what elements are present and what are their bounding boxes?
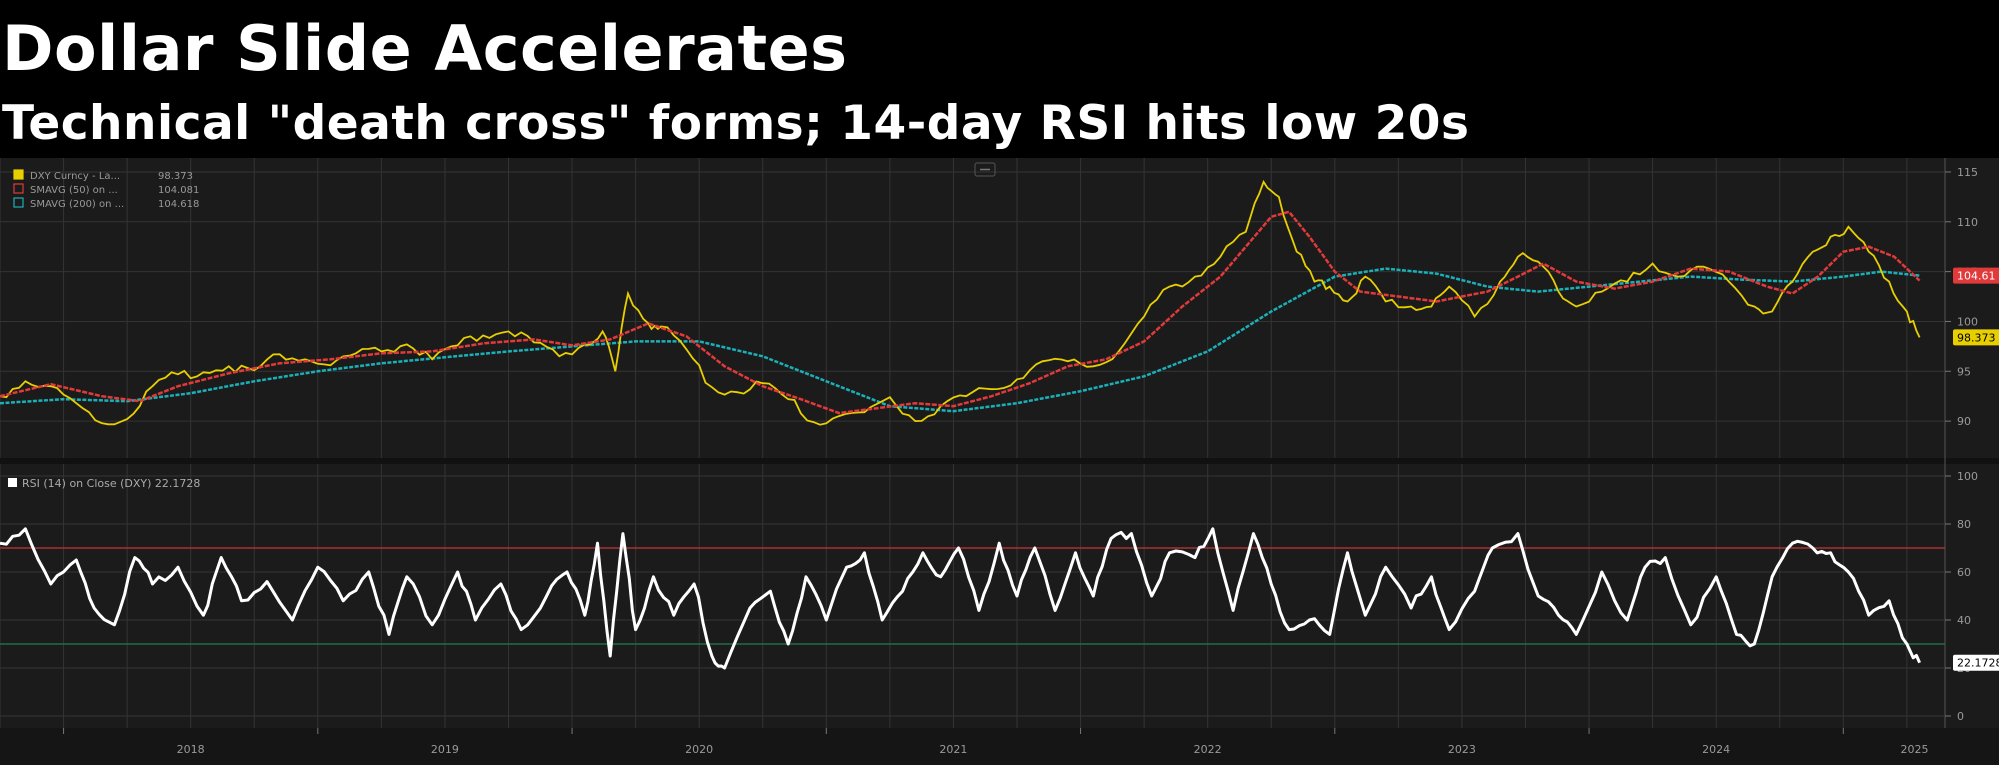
legend-label: SMAVG (50) on ...: [30, 185, 118, 196]
rsi-last-value-label-bg: [1953, 654, 1999, 671]
legend-label: SMAVG (200) on ...: [30, 199, 124, 210]
dxy-last-value-label: 98.373: [1957, 331, 1996, 344]
rsi-legend-label: RSI (14) on Close (DXY) 22.1728: [22, 477, 200, 490]
x-tick-label: 2020: [685, 743, 713, 756]
x-tick-label: 2023: [1448, 743, 1476, 756]
x-tick-label: 2021: [939, 743, 967, 756]
rsi-last-value-label: 22.1728: [1957, 657, 1999, 670]
legend-value: 104.618: [158, 199, 199, 210]
rsi-panel-bg: [0, 464, 1999, 728]
chart-header: Dollar Slide Accelerates Technical "deat…: [0, 0, 1999, 158]
price-y-tick-label: 100: [1957, 315, 1978, 328]
sma50-line: [0, 210, 1921, 415]
dxy-price-line: [0, 179, 1921, 426]
rsi-line: [0, 527, 1921, 670]
price-y-tick-label: 110: [1957, 216, 1978, 229]
rsi-y-tick-label: 0: [1957, 710, 1964, 723]
price-panel-bg: [0, 158, 1999, 458]
price-y-tick-label: 115: [1957, 166, 1978, 179]
legend-swatch: [13, 197, 24, 208]
sma200-line: [0, 267, 1920, 413]
x-axis-bar: [0, 728, 1999, 765]
sma-last-value-label-bg: [1953, 267, 1999, 284]
chart-subtitle: Technical "death cross" forms; 14-day RS…: [2, 96, 1470, 151]
price-y-tick-label: 90: [1957, 415, 1971, 428]
x-tick-label: 2022: [1194, 743, 1222, 756]
chart-title: Dollar Slide Accelerates: [2, 12, 848, 85]
x-tick-label: 2018: [177, 743, 205, 756]
price-y-tick-label: 95: [1957, 365, 1971, 378]
legend-swatch: [13, 169, 24, 180]
x-tick-label: 2024: [1702, 743, 1730, 756]
x-tick-label: 2025: [1900, 743, 1928, 756]
rsi-y-tick-label: 80: [1957, 518, 1971, 531]
chart-area: 9095100105110115020406080100201820192020…: [0, 158, 1999, 765]
rsi-y-tick-label: 100: [1957, 470, 1978, 483]
rsi-y-tick-label: 40: [1957, 614, 1971, 627]
legend-swatch: [13, 183, 24, 194]
x-tick-label: 2019: [431, 743, 459, 756]
rsi-legend-swatch: [8, 478, 17, 487]
dxy-last-value-label-bg: [1953, 329, 1999, 346]
rsi-y-tick-label: 60: [1957, 566, 1971, 579]
panel-minimize-button[interactable]: [974, 162, 996, 177]
legend-value: 104.081: [158, 185, 199, 196]
legend-value: 98.373: [158, 171, 193, 182]
sma-last-value-label: 104.61: [1957, 270, 1996, 283]
panel-divider: [0, 458, 1999, 464]
legend-label: DXY Curncy - La...: [30, 171, 120, 182]
